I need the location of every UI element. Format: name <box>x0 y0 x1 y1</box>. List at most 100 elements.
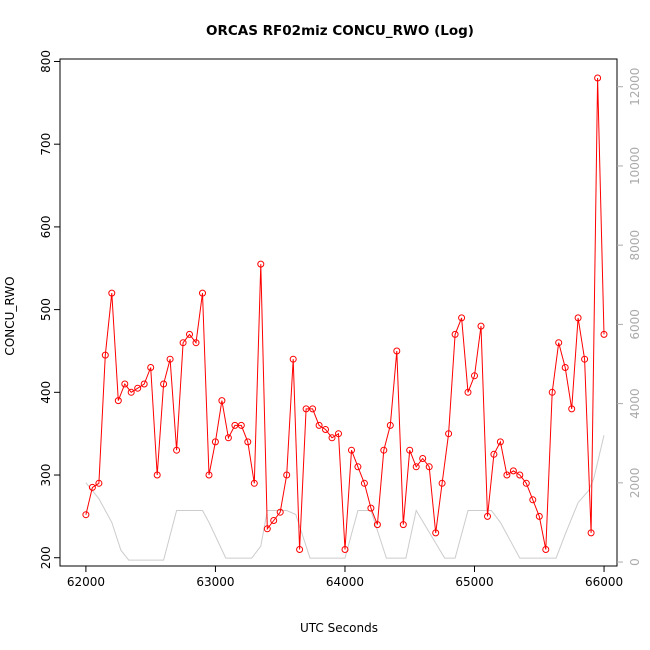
data-point-marker <box>147 364 155 371</box>
data-point-marker <box>490 450 498 458</box>
x-axis-label: UTC Seconds <box>300 621 378 635</box>
y-tick-label: 600 <box>39 215 53 238</box>
y-tick-label: 700 <box>39 133 53 156</box>
data-point-marker <box>399 521 407 529</box>
data-point-marker <box>244 438 252 446</box>
data-point-marker <box>205 471 213 479</box>
data-point-marker <box>315 421 323 429</box>
x-axis: 62000 63000 64000 65000 66000 <box>67 566 623 589</box>
chart-title: ORCAS RF02miz CONCU_RWO (Log) <box>206 23 474 39</box>
data-point-marker <box>153 471 161 479</box>
data-point-marker <box>173 446 181 454</box>
data-point-marker <box>276 508 284 516</box>
y2-tick-label: 2000 <box>628 468 642 499</box>
data-point-marker <box>309 405 317 413</box>
data-point-marker <box>373 521 381 529</box>
data-point-marker <box>568 405 576 413</box>
data-point-marker <box>600 330 608 338</box>
data-point-marker <box>335 430 342 438</box>
data-point-marker <box>237 421 245 429</box>
data-point-marker <box>211 438 219 446</box>
data-point-marker <box>179 339 187 347</box>
y2-axis: 0 2000 4000 6000 8000 10000 12000 <box>617 68 642 566</box>
data-point-marker <box>166 355 174 363</box>
data-point-marker <box>529 496 537 504</box>
data-point-marker <box>218 397 226 405</box>
y-tick-label: 500 <box>39 298 53 321</box>
data-point-marker <box>160 380 168 388</box>
concu-rwo-series-line <box>85 77 605 550</box>
x-tick-label: 65000 <box>455 575 493 589</box>
data-point-marker <box>406 446 414 454</box>
data-point-marker <box>88 483 96 491</box>
data-point-marker <box>224 434 232 442</box>
data-point-marker <box>484 512 491 520</box>
data-point-marker <box>360 479 368 487</box>
y2-tick-label: 8000 <box>628 230 642 261</box>
x-tick-label: 64000 <box>326 575 364 589</box>
y-tick-label: 800 <box>39 50 53 73</box>
data-point-marker <box>516 471 524 479</box>
y2-tick-label: 10000 <box>628 147 642 185</box>
data-point-marker <box>283 471 291 479</box>
data-point-marker <box>95 479 103 487</box>
data-point-marker <box>101 351 109 359</box>
x-tick-label: 62000 <box>67 575 105 589</box>
data-point-marker <box>574 314 582 322</box>
data-point-marker <box>82 511 90 519</box>
y2-tick-label: 6000 <box>628 309 642 340</box>
data-point-marker <box>367 504 375 512</box>
data-point-marker <box>140 380 148 388</box>
data-point-marker <box>496 438 504 446</box>
data-point-marker <box>348 446 355 454</box>
data-point-marker <box>127 388 135 396</box>
data-point-marker <box>535 512 543 520</box>
data-point-marker <box>393 347 401 355</box>
data-point-marker <box>477 322 485 330</box>
y-axis-label: CONCU_RWO <box>3 276 17 355</box>
data-point-marker <box>438 479 446 487</box>
data-point-marker <box>471 372 478 380</box>
data-point-marker <box>289 355 297 363</box>
data-point-marker <box>581 355 589 363</box>
data-point-marker <box>548 388 556 396</box>
data-point-marker <box>354 463 362 471</box>
data-point-marker <box>542 546 550 553</box>
data-point-marker <box>425 463 433 471</box>
y-tick-label: 300 <box>39 464 53 487</box>
data-point-marker <box>555 339 563 347</box>
data-point-marker <box>386 421 394 429</box>
data-point-marker <box>121 380 129 388</box>
data-point-marker <box>134 384 142 392</box>
data-point-marker <box>192 339 200 347</box>
data-point-marker <box>503 471 511 479</box>
y2-tick-label: 4000 <box>628 388 642 419</box>
data-point-marker <box>451 330 459 338</box>
data-point-marker <box>108 289 116 297</box>
data-point-marker <box>270 517 278 524</box>
y-axis: 200 300 400 500 600 700 800 <box>39 50 60 569</box>
series-layer <box>82 74 608 561</box>
y-tick-label: 200 <box>39 546 53 569</box>
y-tick-label: 400 <box>39 381 53 404</box>
data-point-marker <box>322 426 329 433</box>
x-tick-label: 63000 <box>196 575 234 589</box>
data-point-marker <box>419 455 427 462</box>
data-point-marker <box>257 260 265 268</box>
plot-frame <box>59 58 618 567</box>
data-point-marker <box>250 479 258 487</box>
data-point-marker <box>114 397 122 405</box>
data-point-marker <box>522 479 530 487</box>
data-point-marker <box>328 434 336 442</box>
data-point-marker <box>296 546 304 553</box>
data-point-marker <box>594 74 602 82</box>
data-point-marker <box>587 529 595 537</box>
data-point-marker <box>432 529 440 537</box>
data-point-marker <box>380 446 388 454</box>
data-point-marker <box>445 430 453 438</box>
data-point-marker <box>341 546 349 553</box>
data-point-marker <box>458 314 466 322</box>
data-point-marker <box>186 330 193 338</box>
data-point-marker <box>412 463 420 471</box>
